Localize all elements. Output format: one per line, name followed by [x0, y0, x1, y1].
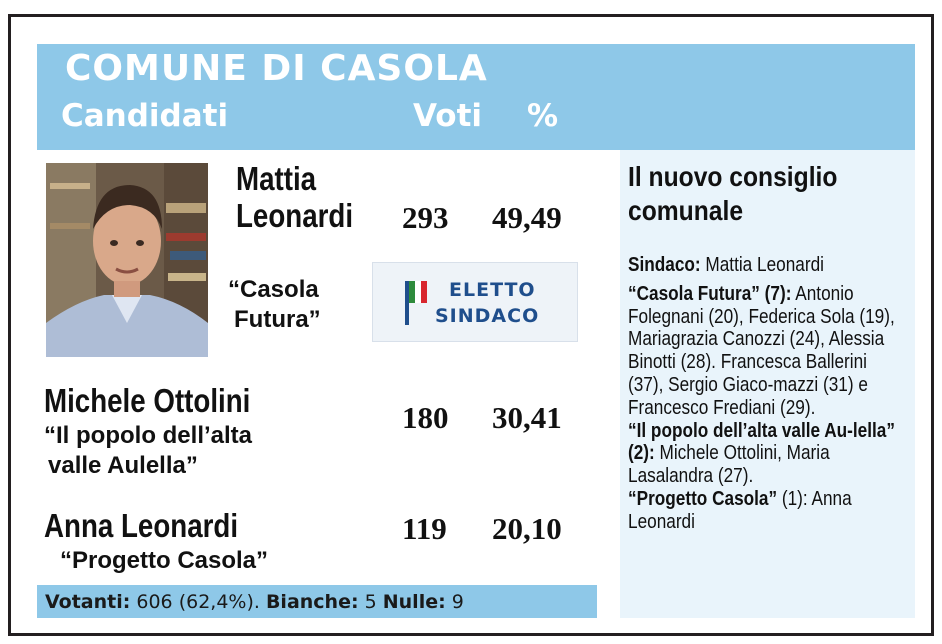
voters-label: Votanti: — [45, 591, 131, 613]
mayor-line-name: Mattia Leonardi — [700, 254, 824, 276]
group-2-members: Michele Ottolini, Maria Lasalandra (27). — [628, 442, 830, 488]
candidate-1-name: Mattia Leonardi — [236, 160, 353, 234]
votes-column-header: Voti — [413, 98, 483, 134]
candidate-2-name: Michele Ottolini — [44, 382, 251, 419]
group-1-members: Antonio Folegnani (20), Federica Sola (1… — [628, 282, 895, 419]
candidate-3-name: Anna Leonardi — [44, 507, 239, 544]
group-2-label: “Il popolo dell’alta valle Au-lella” (2)… — [628, 419, 895, 465]
council-group-progetto-casola: “Progetto Casola” (1): Anna Leonardi — [628, 488, 905, 534]
candidate-2-list-line2: valle Aulella” — [48, 452, 198, 479]
percent-column-header: % — [527, 98, 559, 134]
turnout-text: Votanti: 606 (62,4%). Bianche: 5 Nulle: … — [45, 591, 464, 613]
candidate-1-list-line2: Futura” — [234, 306, 321, 333]
council-members: Sindaco: Mattia Leonardi “Casola Futura”… — [628, 254, 905, 534]
voters-value: 606 (62,4%). — [130, 591, 266, 613]
candidate-3-percent: 20,10 — [492, 511, 562, 546]
group-3-label: “Progetto Casola” — [628, 487, 778, 510]
candidate-2-list-line1: “Il popolo dell’alta — [44, 422, 253, 449]
null-ballots-label: Nulle: — [382, 591, 446, 613]
group-1-label: “Casola Futura” (7): — [628, 282, 792, 305]
municipality-title: COMUNE DI CASOLA — [65, 48, 488, 89]
candidate-1-votes: 293 — [402, 200, 449, 235]
results-header: COMUNE DI CASOLA Candidati Voti % — [37, 44, 915, 150]
mayor-line-label: Sindaco: — [628, 254, 701, 276]
blank-ballots-value: 5 — [358, 591, 383, 613]
candidate-photo — [46, 163, 208, 357]
council-group-popolo-alta-valle: “Il popolo dell’alta valle Au-lella” (2)… — [628, 420, 905, 488]
group-3-members: (1): Anna Leonardi — [628, 487, 852, 533]
mayor-label: SINDACO — [435, 305, 540, 327]
candidate-3-votes: 119 — [402, 511, 447, 546]
null-ballots-value: 9 — [445, 591, 464, 613]
candidate-1-list-line1: “Casola — [228, 276, 319, 303]
candidate-2-percent: 30,41 — [492, 400, 562, 435]
candidate-1-list: “Casola Futura” — [228, 275, 321, 335]
candidate-2-votes: 180 — [402, 400, 449, 435]
new-council-sidebar: Il nuovo consiglio comunale Sindaco: Mat… — [620, 150, 915, 618]
candidate-2-list: “Il popolo dell’alta valle Aulella” — [44, 421, 252, 481]
candidates-column-header: Candidati — [61, 98, 229, 134]
elected-label: ELETTO — [449, 279, 536, 301]
turnout-bar: Votanti: 606 (62,4%). Bianche: 5 Nulle: … — [37, 585, 597, 618]
council-title: Il nuovo consiglio comunale — [628, 161, 838, 226]
council-group-casola-futura: “Casola Futura” (7): Antonio Folegnani (… — [628, 283, 905, 420]
candidate-1-percent: 49,49 — [492, 200, 562, 235]
elected-mayor-badge: ELETTO SINDACO — [372, 262, 578, 342]
mayor-line: Sindaco: Mattia Leonardi — [628, 254, 905, 277]
italian-flag-icon — [405, 281, 427, 325]
candidate-3-list: “Progetto Casola” — [60, 547, 269, 574]
candidate-1-first-name: Mattia — [236, 160, 317, 197]
candidate-1-last-name: Leonardi — [236, 197, 354, 234]
blank-ballots-label: Bianche: — [265, 591, 359, 613]
